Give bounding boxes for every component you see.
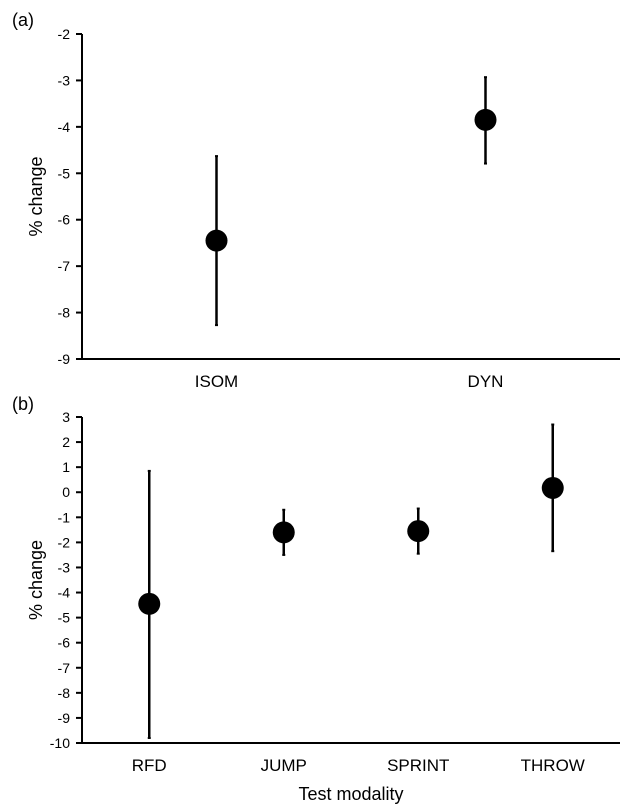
y-tick-label: -2	[58, 534, 71, 550]
y-tick-label: -6	[58, 212, 71, 228]
x-category-label: JUMP	[261, 756, 307, 775]
y-tick-label: -7	[58, 258, 71, 274]
y-tick-label: -9	[58, 351, 71, 367]
data-point	[541, 476, 564, 499]
data-point	[407, 520, 430, 543]
y-axis-title: % change	[26, 156, 46, 236]
y-tick-label: -2	[58, 26, 71, 42]
x-category-label: THROW	[521, 756, 585, 775]
y-tick-label: -3	[58, 559, 71, 575]
y-tick-label: -3	[58, 72, 71, 88]
x-category-label: DYN	[468, 372, 504, 391]
y-tick-label: -4	[58, 585, 71, 601]
x-category-label: RFD	[132, 756, 167, 775]
data-point	[205, 229, 228, 252]
y-tick-label: 3	[62, 409, 70, 425]
y-tick-label: -4	[58, 119, 71, 135]
y-tick-label: -9	[58, 710, 71, 726]
y-tick-label: -6	[58, 635, 71, 651]
x-category-label: ISOM	[195, 372, 238, 391]
x-axis-title: Test modality	[298, 784, 403, 804]
data-point	[474, 108, 497, 131]
y-tick-label: -8	[58, 685, 71, 701]
y-axis-title: % change	[26, 540, 46, 620]
y-tick-label: -1	[58, 509, 71, 525]
data-point	[138, 592, 161, 615]
x-category-label: SPRINT	[387, 756, 449, 775]
panel-label-b: (b)	[12, 394, 34, 414]
y-tick-label: 0	[62, 484, 70, 500]
data-point	[272, 521, 295, 544]
y-tick-label: -10	[50, 735, 70, 751]
y-tick-label: -5	[58, 610, 71, 626]
y-tick-label: 2	[62, 434, 70, 450]
panel-label-a: (a)	[12, 10, 34, 30]
y-tick-label: 1	[62, 459, 70, 475]
y-tick-label: -5	[58, 165, 71, 181]
y-tick-label: -8	[58, 305, 71, 321]
y-tick-label: -7	[58, 660, 71, 676]
